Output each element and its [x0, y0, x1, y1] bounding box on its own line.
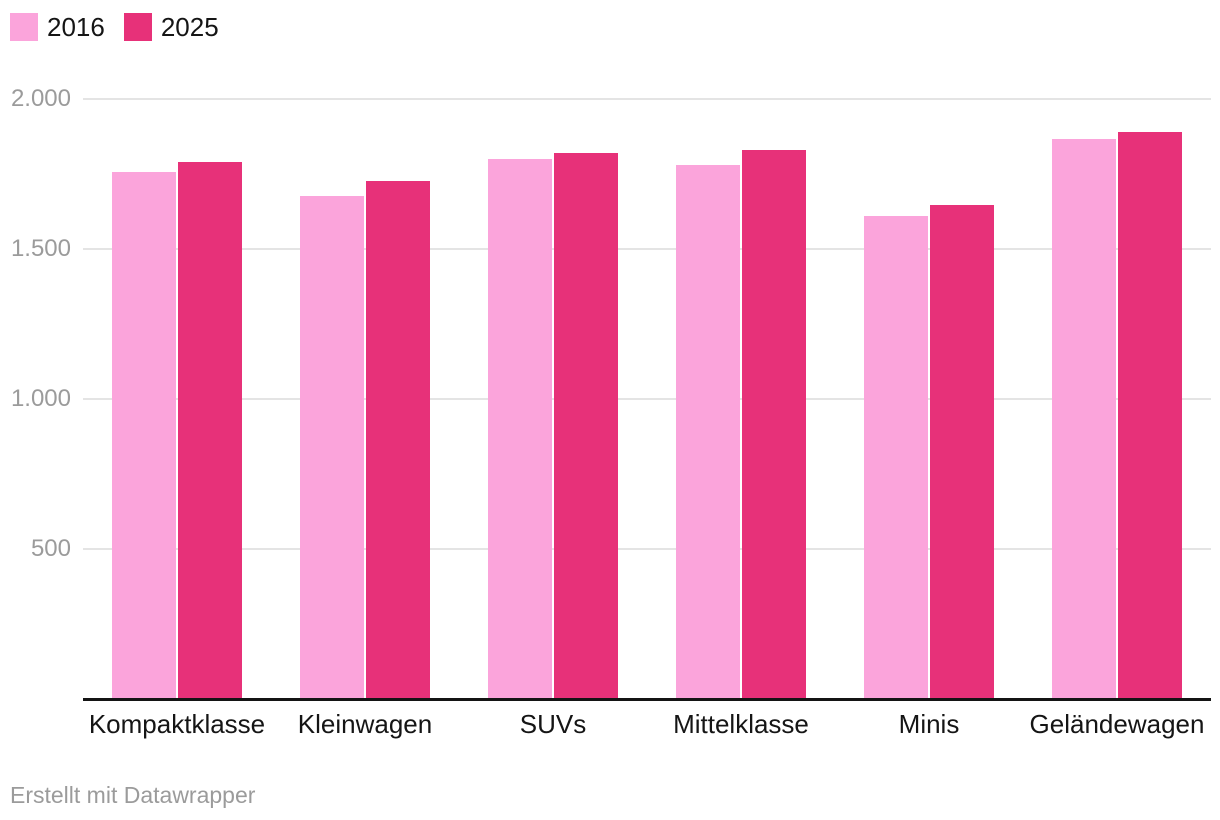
- y-tick-label-1500: 1.500: [10, 235, 71, 262]
- bar-2016-suvs[interactable]: [488, 159, 552, 699]
- attribution-text: Erstellt mit Datawrapper: [10, 782, 256, 808]
- x-category-label-mittelklasse: Mittelklasse: [673, 709, 809, 739]
- gridline-500: [83, 548, 1211, 550]
- legend-swatch-2025: [123, 13, 152, 41]
- legend: 2016 2025: [10, 13, 219, 41]
- bar-2025-kompaktklasse[interactable]: [178, 162, 242, 699]
- y-tick-label-2000: 2.000: [10, 85, 71, 112]
- bar-2016-kompaktklasse[interactable]: [112, 172, 176, 699]
- bar-2016-geländewagen[interactable]: [1052, 139, 1116, 699]
- x-axis-baseline: [83, 698, 1211, 701]
- bar-2025-kleinwagen[interactable]: [366, 181, 430, 699]
- gridline-1500: [83, 248, 1211, 250]
- x-category-label-kompaktklasse: Kompaktklasse: [88, 709, 266, 739]
- legend-item-2016: 2016: [10, 13, 105, 41]
- bar-2025-minis[interactable]: [930, 205, 994, 699]
- legend-swatch-2016: [10, 13, 38, 41]
- legend-item-2025: 2025: [123, 12, 219, 42]
- bar-2025-geländewagen[interactable]: [1118, 132, 1182, 699]
- x-category-label-suvs: SUVs: [519, 709, 587, 739]
- legend-label-2016: 2016: [47, 12, 105, 42]
- y-tick-label-1000: 1.000: [10, 385, 71, 412]
- gridline-1000: [83, 398, 1211, 400]
- bar-2016-mittelklasse[interactable]: [676, 165, 740, 699]
- bar-2016-kleinwagen[interactable]: [300, 196, 364, 699]
- bar-2025-suvs[interactable]: [554, 153, 618, 699]
- x-category-label-geländewagen: Geländewagen: [1029, 709, 1205, 739]
- plot-area: [83, 98, 1211, 701]
- x-category-label-minis: Minis: [898, 709, 960, 739]
- bar-2016-minis[interactable]: [864, 216, 928, 699]
- y-tick-label-500: 500: [30, 535, 71, 562]
- legend-label-2025: 2025: [160, 12, 219, 42]
- x-category-label-kleinwagen: Kleinwagen: [297, 709, 433, 739]
- bar-2025-mittelklasse[interactable]: [742, 150, 806, 699]
- gridline-2000: [83, 98, 1211, 100]
